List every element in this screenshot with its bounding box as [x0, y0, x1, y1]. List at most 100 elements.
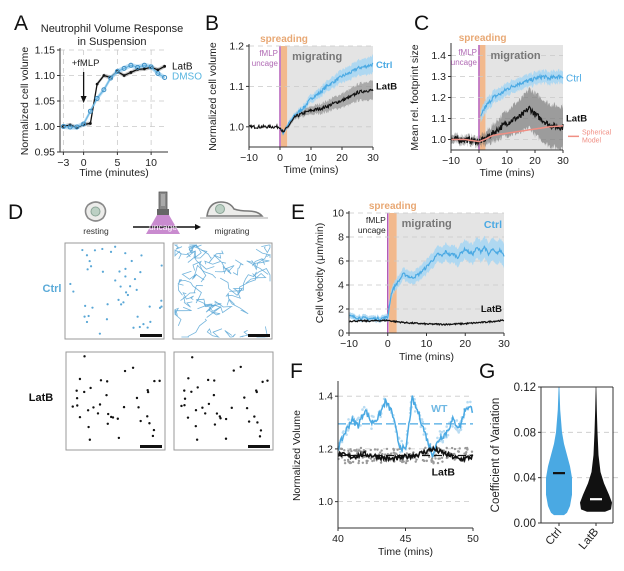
- cell-dot: [148, 422, 151, 425]
- x-tick-label: 30: [557, 155, 569, 167]
- dmso-point: [74, 124, 80, 130]
- uncage-label: uncage: [358, 225, 386, 235]
- x-tick-label: 30: [498, 338, 510, 350]
- cell-track: [193, 264, 217, 279]
- panel-label-g: G: [479, 360, 495, 383]
- latb-point: [385, 447, 389, 451]
- uncage-label: uncage: [252, 59, 279, 68]
- image-ctrl-migrating: [172, 242, 273, 340]
- cell-track: [225, 291, 242, 305]
- latb-point: [380, 449, 383, 452]
- y-tick-label: 6: [338, 256, 344, 268]
- cell-dot: [98, 403, 102, 406]
- latb-point: [456, 450, 460, 453]
- cell-dot: [89, 265, 93, 268]
- ctrl-band: [281, 54, 373, 136]
- cell-dot: [83, 390, 86, 394]
- cell-dot: [160, 299, 163, 302]
- panel-label-a: A: [14, 12, 28, 35]
- label-latb: LatB: [566, 114, 587, 125]
- cell-dot: [261, 380, 264, 384]
- cell-track: [182, 292, 194, 301]
- cell-dot: [232, 369, 235, 372]
- y-axis-label: Normalized cell volume: [207, 42, 219, 151]
- cell-track: [208, 300, 233, 314]
- latb-point: [376, 448, 379, 451]
- cell-dot: [158, 379, 161, 383]
- cell-dot: [183, 389, 186, 392]
- x-tick-label: −10: [442, 155, 460, 167]
- migrating-label: migrating: [215, 226, 250, 236]
- panel-label-c: C: [414, 12, 429, 35]
- latb-point: [358, 449, 361, 452]
- cell-dot: [142, 322, 145, 326]
- label-ctrl: Ctrl: [484, 219, 502, 231]
- cell-dot: [98, 332, 101, 335]
- latb-point: [343, 459, 347, 462]
- cell-dot: [191, 356, 194, 359]
- uncage-label: uncage: [149, 222, 177, 232]
- cell-dot: [186, 416, 190, 419]
- latb-point: [373, 448, 377, 451]
- latb-line: [348, 319, 505, 327]
- dmso-point: [121, 65, 127, 71]
- cell-dot: [126, 293, 129, 297]
- cell-dot: [153, 379, 156, 383]
- latb-point: [348, 461, 351, 464]
- x-tick-label: 5: [114, 157, 120, 169]
- y-axis-label: Mean rel. footprint size: [409, 44, 421, 150]
- cell-dot: [151, 434, 155, 438]
- spreading-region: [280, 46, 288, 147]
- cell-dot: [105, 380, 109, 383]
- cell-dot: [135, 396, 139, 400]
- wt-point: [458, 428, 462, 432]
- dmso-point: [94, 95, 100, 101]
- latb-point: [122, 74, 126, 77]
- x-tick-label: −3: [57, 157, 69, 169]
- ctrl-line: [281, 62, 374, 136]
- uncage-light-beam: [146, 215, 180, 234]
- latb-point: [369, 457, 373, 460]
- cell-track: [174, 249, 188, 260]
- wt-point: [455, 419, 459, 422]
- cell-dot: [146, 415, 149, 418]
- wt-point: [466, 400, 469, 404]
- latb-point: [356, 450, 359, 454]
- dmso-point: [148, 64, 154, 70]
- dmso-band: [63, 62, 165, 130]
- x-tick-label: 10: [421, 338, 433, 350]
- x-tick-label: 20: [459, 338, 471, 350]
- wt-point: [370, 427, 373, 430]
- cell-dot: [109, 250, 113, 253]
- cell-dot: [183, 404, 186, 407]
- y-axis-label: Normalized Volume: [291, 410, 303, 501]
- uncage-label: fMLP: [259, 49, 278, 58]
- latb-point: [425, 459, 429, 463]
- cell-track: [183, 296, 193, 308]
- image-latb-resting: [65, 351, 166, 451]
- cell-dot: [130, 259, 133, 263]
- dmso-point: [128, 62, 134, 68]
- violin-ctrl: [546, 387, 572, 516]
- y-tick-label: 1.05: [35, 96, 56, 108]
- y-tick-label: 1.0: [229, 121, 244, 133]
- latb-point: [346, 458, 350, 462]
- cell-track: [220, 261, 232, 275]
- cell-dot: [105, 318, 109, 321]
- dmso-point: [141, 62, 147, 68]
- cell-track: [215, 265, 235, 273]
- cell-dot: [122, 405, 126, 409]
- cell-dot: [247, 420, 251, 423]
- latb-point: [142, 67, 146, 71]
- chart-b: 1.0 1.1 1.2 −10 0 10 20 30 Time (mins) Normalized…: [207, 34, 397, 176]
- latb-point: [392, 451, 395, 454]
- latb-point: [340, 447, 344, 451]
- fmlp-arrow-head-icon: [80, 96, 87, 103]
- dmso-point: [114, 68, 120, 74]
- dmso-point: [81, 121, 87, 127]
- y-axis-label: Cell velocity (μm/min): [314, 223, 326, 324]
- cell-track: [252, 253, 268, 271]
- spreading-label: spreading: [459, 33, 507, 44]
- cell-track: [254, 259, 270, 275]
- x-tick-label: 10: [145, 157, 157, 169]
